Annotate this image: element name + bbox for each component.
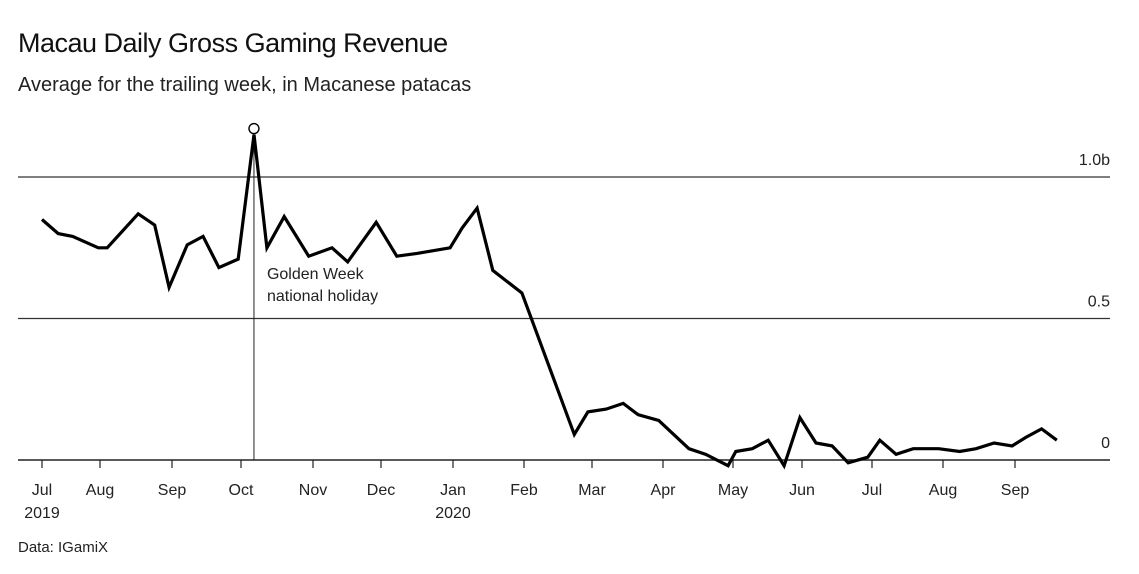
x-tick-label: Jul bbox=[862, 482, 882, 499]
x-tick-year-label: 2019 bbox=[24, 505, 60, 522]
x-tick-label: Nov bbox=[299, 482, 327, 499]
x-tick-label: Mar bbox=[578, 482, 606, 499]
annotation-text: national holiday bbox=[267, 288, 378, 305]
x-tick-label: May bbox=[718, 482, 748, 499]
x-tick-label: Jun bbox=[789, 482, 815, 499]
x-tick-label: Sep bbox=[158, 482, 187, 499]
x-tick-label: Feb bbox=[510, 482, 538, 499]
y-tick-label: 0 bbox=[1101, 435, 1110, 452]
y-tick-label: 0.5 bbox=[1088, 294, 1110, 311]
series-line bbox=[40, 134, 1058, 470]
x-tick-label: Aug bbox=[929, 482, 957, 499]
x-tick-label: Apr bbox=[651, 482, 677, 499]
x-tick-label: Jul bbox=[32, 482, 52, 499]
annotation-text: Golden Week bbox=[267, 266, 365, 283]
data-source: Data: IGamiX bbox=[18, 539, 109, 556]
x-tick-label: Oct bbox=[229, 482, 254, 499]
x-tick-label: Jan bbox=[440, 482, 466, 499]
chart-title: Macau Daily Gross Gaming Revenue bbox=[18, 28, 448, 58]
x-tick-label: Aug bbox=[86, 482, 114, 499]
x-tick-label: Sep bbox=[1001, 482, 1030, 499]
x-tick-label: Dec bbox=[367, 482, 395, 499]
x-tick-year-label: 2020 bbox=[435, 505, 471, 522]
y-tick-label: 1.0b bbox=[1079, 152, 1110, 169]
peak-marker bbox=[248, 122, 260, 135]
chart-subtitle: Average for the trailing week, in Macane… bbox=[18, 74, 472, 96]
